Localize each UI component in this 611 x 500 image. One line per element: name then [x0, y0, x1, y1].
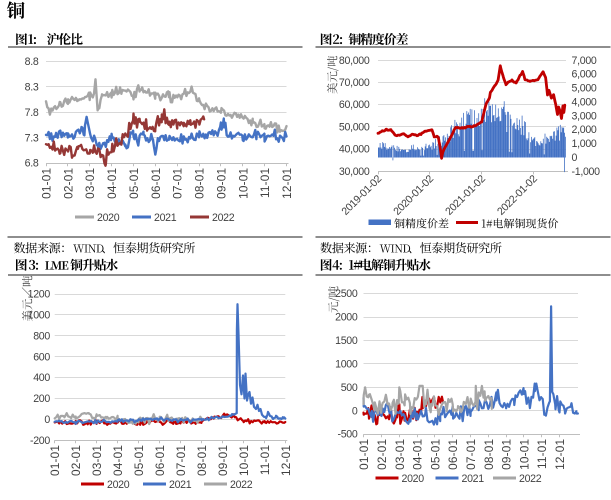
svg-text:03-01: 03-01 — [393, 439, 407, 470]
svg-text:07-01: 07-01 — [174, 445, 188, 476]
svg-text:09-01: 09-01 — [500, 439, 514, 470]
svg-text:08-01: 08-01 — [193, 168, 207, 199]
svg-text:11-01: 11-01 — [258, 168, 272, 198]
svg-text:2020: 2020 — [107, 479, 130, 491]
svg-text:08-01: 08-01 — [195, 445, 209, 476]
svg-text:1,000: 1,000 — [572, 138, 597, 150]
svg-text:30,000: 30,000 — [339, 166, 370, 178]
svg-text:11-01: 11-01 — [535, 439, 549, 469]
svg-text:6.8: 6.8 — [25, 158, 39, 170]
svg-text:-500: -500 — [337, 429, 357, 441]
svg-text:80,000: 80,000 — [339, 55, 370, 67]
svg-text:400: 400 — [33, 372, 50, 384]
svg-text:10-01: 10-01 — [517, 439, 531, 470]
svg-text:2,000: 2,000 — [572, 124, 597, 136]
svg-text:50,000: 50,000 — [339, 121, 370, 133]
svg-text:1000: 1000 — [335, 358, 358, 370]
svg-text:2022: 2022 — [212, 212, 235, 224]
svg-text:4,000: 4,000 — [572, 96, 597, 108]
svg-text:2021: 2021 — [462, 473, 485, 485]
svg-text:06-01: 06-01 — [153, 445, 167, 476]
svg-text:12-01: 12-01 — [280, 168, 294, 199]
svg-text:05-01: 05-01 — [428, 439, 442, 470]
svg-text:8.3: 8.3 — [25, 81, 39, 93]
svg-text:2021: 2021 — [169, 479, 192, 491]
svg-text:01-01: 01-01 — [357, 439, 371, 470]
svg-text:04-01: 04-01 — [111, 445, 125, 476]
svg-text:0: 0 — [352, 405, 358, 417]
svg-text:09-01: 09-01 — [216, 445, 230, 476]
svg-text:8.8: 8.8 — [25, 56, 39, 68]
svg-text:11-01: 11-01 — [258, 445, 272, 475]
svg-text:01-01: 01-01 — [40, 168, 54, 199]
svg-text:3,000: 3,000 — [572, 110, 597, 122]
svg-text:-200: -200 — [30, 435, 50, 447]
svg-text:02-01: 02-01 — [375, 439, 389, 470]
svg-text:05-01: 05-01 — [132, 445, 146, 476]
svg-text:2020: 2020 — [97, 212, 120, 224]
svg-text:02-01: 02-01 — [69, 445, 83, 476]
svg-text:12-01: 12-01 — [279, 445, 293, 476]
svg-text:6,000: 6,000 — [572, 69, 597, 81]
svg-text:02-01: 02-01 — [61, 168, 75, 199]
svg-text:0: 0 — [572, 152, 578, 164]
svg-text:07-01: 07-01 — [171, 168, 185, 199]
svg-text:1000: 1000 — [28, 309, 51, 321]
svg-text:06-01: 06-01 — [149, 168, 163, 199]
svg-text:2500: 2500 — [335, 288, 358, 300]
svg-text:10-01: 10-01 — [237, 445, 251, 476]
svg-text:10-01: 10-01 — [236, 168, 250, 199]
svg-text:2021: 2021 — [154, 212, 177, 224]
svg-text:04-01: 04-01 — [105, 168, 119, 199]
svg-text:07-01: 07-01 — [464, 439, 478, 470]
svg-text:01-01: 01-01 — [48, 445, 62, 476]
svg-text:600: 600 — [33, 351, 50, 363]
svg-text:40,000: 40,000 — [339, 144, 370, 156]
svg-text:06-01: 06-01 — [446, 439, 460, 470]
svg-text:0: 0 — [44, 414, 50, 426]
svg-text:1500: 1500 — [335, 335, 358, 347]
svg-text:2020: 2020 — [402, 473, 425, 485]
svg-text:2022: 2022 — [230, 479, 253, 491]
svg-text:7.3: 7.3 — [25, 132, 39, 144]
svg-text:5,000: 5,000 — [572, 83, 597, 95]
svg-text:05-01: 05-01 — [127, 168, 141, 199]
svg-text:7,000: 7,000 — [572, 55, 597, 67]
svg-text:09-01: 09-01 — [214, 168, 228, 199]
svg-text:2000: 2000 — [335, 312, 358, 324]
svg-text:03-01: 03-01 — [90, 445, 104, 476]
svg-text:800: 800 — [33, 330, 50, 342]
svg-text:03-01: 03-01 — [83, 168, 97, 199]
svg-text:08-01: 08-01 — [482, 439, 496, 470]
svg-text:60,000: 60,000 — [339, 99, 370, 111]
svg-text:7.8: 7.8 — [25, 107, 39, 119]
svg-text:500: 500 — [341, 382, 358, 394]
svg-text:2022: 2022 — [519, 473, 542, 485]
svg-text:12-01: 12-01 — [553, 439, 567, 470]
svg-text:04-01: 04-01 — [411, 439, 425, 470]
svg-text:1200: 1200 — [28, 289, 51, 301]
svg-text:200: 200 — [33, 393, 50, 405]
svg-text:-1,000: -1,000 — [572, 166, 601, 178]
svg-text:70,000: 70,000 — [339, 77, 370, 89]
